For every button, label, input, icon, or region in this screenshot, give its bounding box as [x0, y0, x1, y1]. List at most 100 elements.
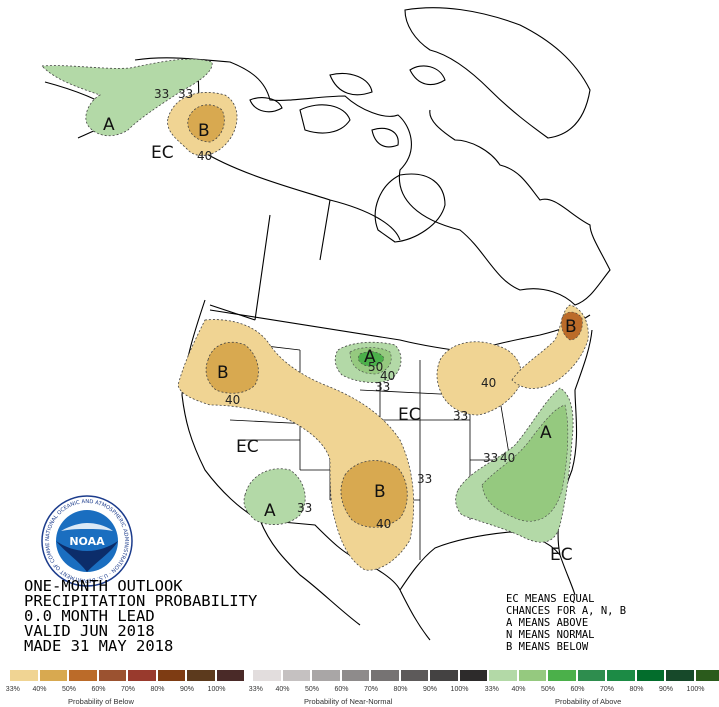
legend-tick-label: 50% — [540, 686, 556, 693]
legend-tick-label: 70% — [363, 686, 379, 693]
canada-outline — [134, 57, 611, 306]
legend-tick-label: 80% — [150, 686, 165, 693]
contour-label: 33 — [483, 451, 498, 465]
legend-swatch — [281, 669, 311, 682]
contour-label: 40 — [197, 149, 212, 163]
contour-label: 33 — [417, 472, 432, 486]
legend-below-caption: Probability of Below — [68, 697, 134, 706]
key-line: N MEANS NORMAL — [506, 629, 595, 641]
legend-swatch — [156, 669, 186, 682]
plains-below-40 — [340, 460, 408, 528]
key-line: EC MEANS EQUAL — [506, 593, 595, 605]
legend-swatch — [399, 669, 429, 682]
key-line: B MEANS BELOW — [506, 641, 589, 653]
noaa-logo-text: NOAA — [69, 535, 105, 548]
legend-tick-label: 90% — [658, 686, 674, 693]
title-line: 0.0 MONTH LEAD — [24, 607, 155, 625]
legend-swatch — [215, 669, 245, 682]
contour-label: 40 — [481, 376, 496, 390]
title-line: ONE-MONTH OUTLOOK — [24, 577, 183, 595]
legend-above-swatches — [488, 669, 719, 685]
legend-tick-label: 33% — [248, 686, 263, 693]
zone-label-midwest-above: A — [364, 347, 376, 367]
greatlakes-below-33 — [436, 341, 522, 416]
mexico — [259, 519, 431, 641]
legend-swatch — [576, 669, 606, 682]
legend-swatch — [458, 669, 488, 682]
title-line: PRECIPITATION PROBABILITY — [24, 592, 258, 610]
legend-tick-label: 33% — [5, 686, 20, 693]
province-lines — [199, 149, 401, 321]
zone-label-alaska-ec: EC — [151, 143, 174, 163]
contour-label: 33 — [375, 380, 390, 394]
legend-tick-label: 33% — [484, 686, 499, 693]
title-line: MADE 31 MAY 2018 — [24, 637, 174, 655]
legend-tick-label: 80% — [629, 686, 644, 693]
legend-tick-label: 70% — [120, 686, 136, 693]
category-key: EC MEANS EQUAL CHANCES FOR A, N, B A MEA… — [506, 593, 626, 653]
above-regions — [41, 58, 574, 543]
legend-swatch — [429, 669, 459, 682]
legend-swatch — [370, 669, 400, 682]
newengland-below-40 — [561, 311, 583, 341]
southwest-above-33 — [243, 468, 306, 525]
legend-swatch — [9, 669, 39, 682]
gulf-coast — [399, 531, 576, 596]
legend-swatch — [127, 669, 157, 682]
legend-tick-label: 50% — [61, 686, 77, 693]
legend-below-swatches — [9, 669, 245, 685]
legend-swatch — [517, 669, 547, 682]
legend-above-caption: Probability of Above — [555, 697, 622, 706]
legend-swatch — [38, 669, 68, 682]
legend-swatch — [606, 669, 636, 682]
zone-label-newengland-below: B — [565, 317, 577, 337]
arctic-islands — [249, 65, 446, 148]
legend-tick-label: 50% — [304, 686, 320, 693]
pacific-coast — [181, 299, 261, 521]
key-line: CHANCES FOR A, N, B — [506, 605, 627, 617]
noaa-logo: NATIONAL OCEANIC AND ATMOSPHERIC ADMINIS… — [41, 495, 133, 587]
contour-label: 33 — [154, 87, 169, 101]
zone-labels: A EC B B EC A B A EC B A EC — [103, 115, 577, 565]
northwest-below-40 — [205, 341, 259, 394]
legend-tick-label: 100% — [686, 686, 705, 693]
legend-tick-label: 40% — [32, 686, 47, 693]
legend-swatch — [488, 669, 518, 682]
zone-label-midwest-ec: EC — [398, 405, 421, 425]
contour-label: 40 — [500, 451, 515, 465]
yukon-below-40 — [187, 104, 225, 143]
zone-label-alaska-above: A — [103, 115, 115, 135]
greenland — [404, 7, 591, 139]
legend-tick-label: 40% — [511, 686, 526, 693]
legend-tick-label: 100% — [207, 686, 226, 693]
legend-tick-label: 100% — [450, 686, 469, 693]
legend-tick-label: 90% — [422, 686, 438, 693]
zone-label-southeast-above: A — [540, 423, 552, 443]
legend-swatch — [97, 669, 127, 682]
outlook-title: ONE-MONTH OUTLOOK PRECIPITATION PROBABIL… — [24, 577, 258, 655]
zone-label-gulf-ec: EC — [550, 545, 573, 565]
legend-swatch — [547, 669, 577, 682]
legend-tick-label: 60% — [334, 686, 349, 693]
legend-swatch — [635, 669, 665, 682]
legend-swatch — [186, 669, 216, 682]
zone-label-southwest-above: A — [264, 501, 276, 521]
legend-tick-label: 40% — [275, 686, 290, 693]
zone-label-plains-below: B — [374, 482, 386, 502]
legend-swatch — [311, 669, 341, 682]
zone-label-yukon-below: B — [198, 121, 210, 141]
zone-label-northwest-below: B — [217, 363, 229, 383]
contour-labels: 33 33 40 40 33 40 33 50 40 33 40 33 33 4… — [154, 87, 515, 531]
legend-normal-swatches — [252, 669, 488, 685]
contour-label: 50 — [368, 360, 383, 374]
contour-label: 33 — [297, 501, 312, 515]
legend-tick-label: 60% — [570, 686, 585, 693]
contour-label: 40 — [376, 517, 391, 531]
legend-tick-label: 80% — [393, 686, 408, 693]
contour-label: 40 — [380, 369, 395, 383]
legend-tick-label: 60% — [91, 686, 106, 693]
legend-swatch — [252, 669, 282, 682]
legend-swatch — [665, 669, 695, 682]
